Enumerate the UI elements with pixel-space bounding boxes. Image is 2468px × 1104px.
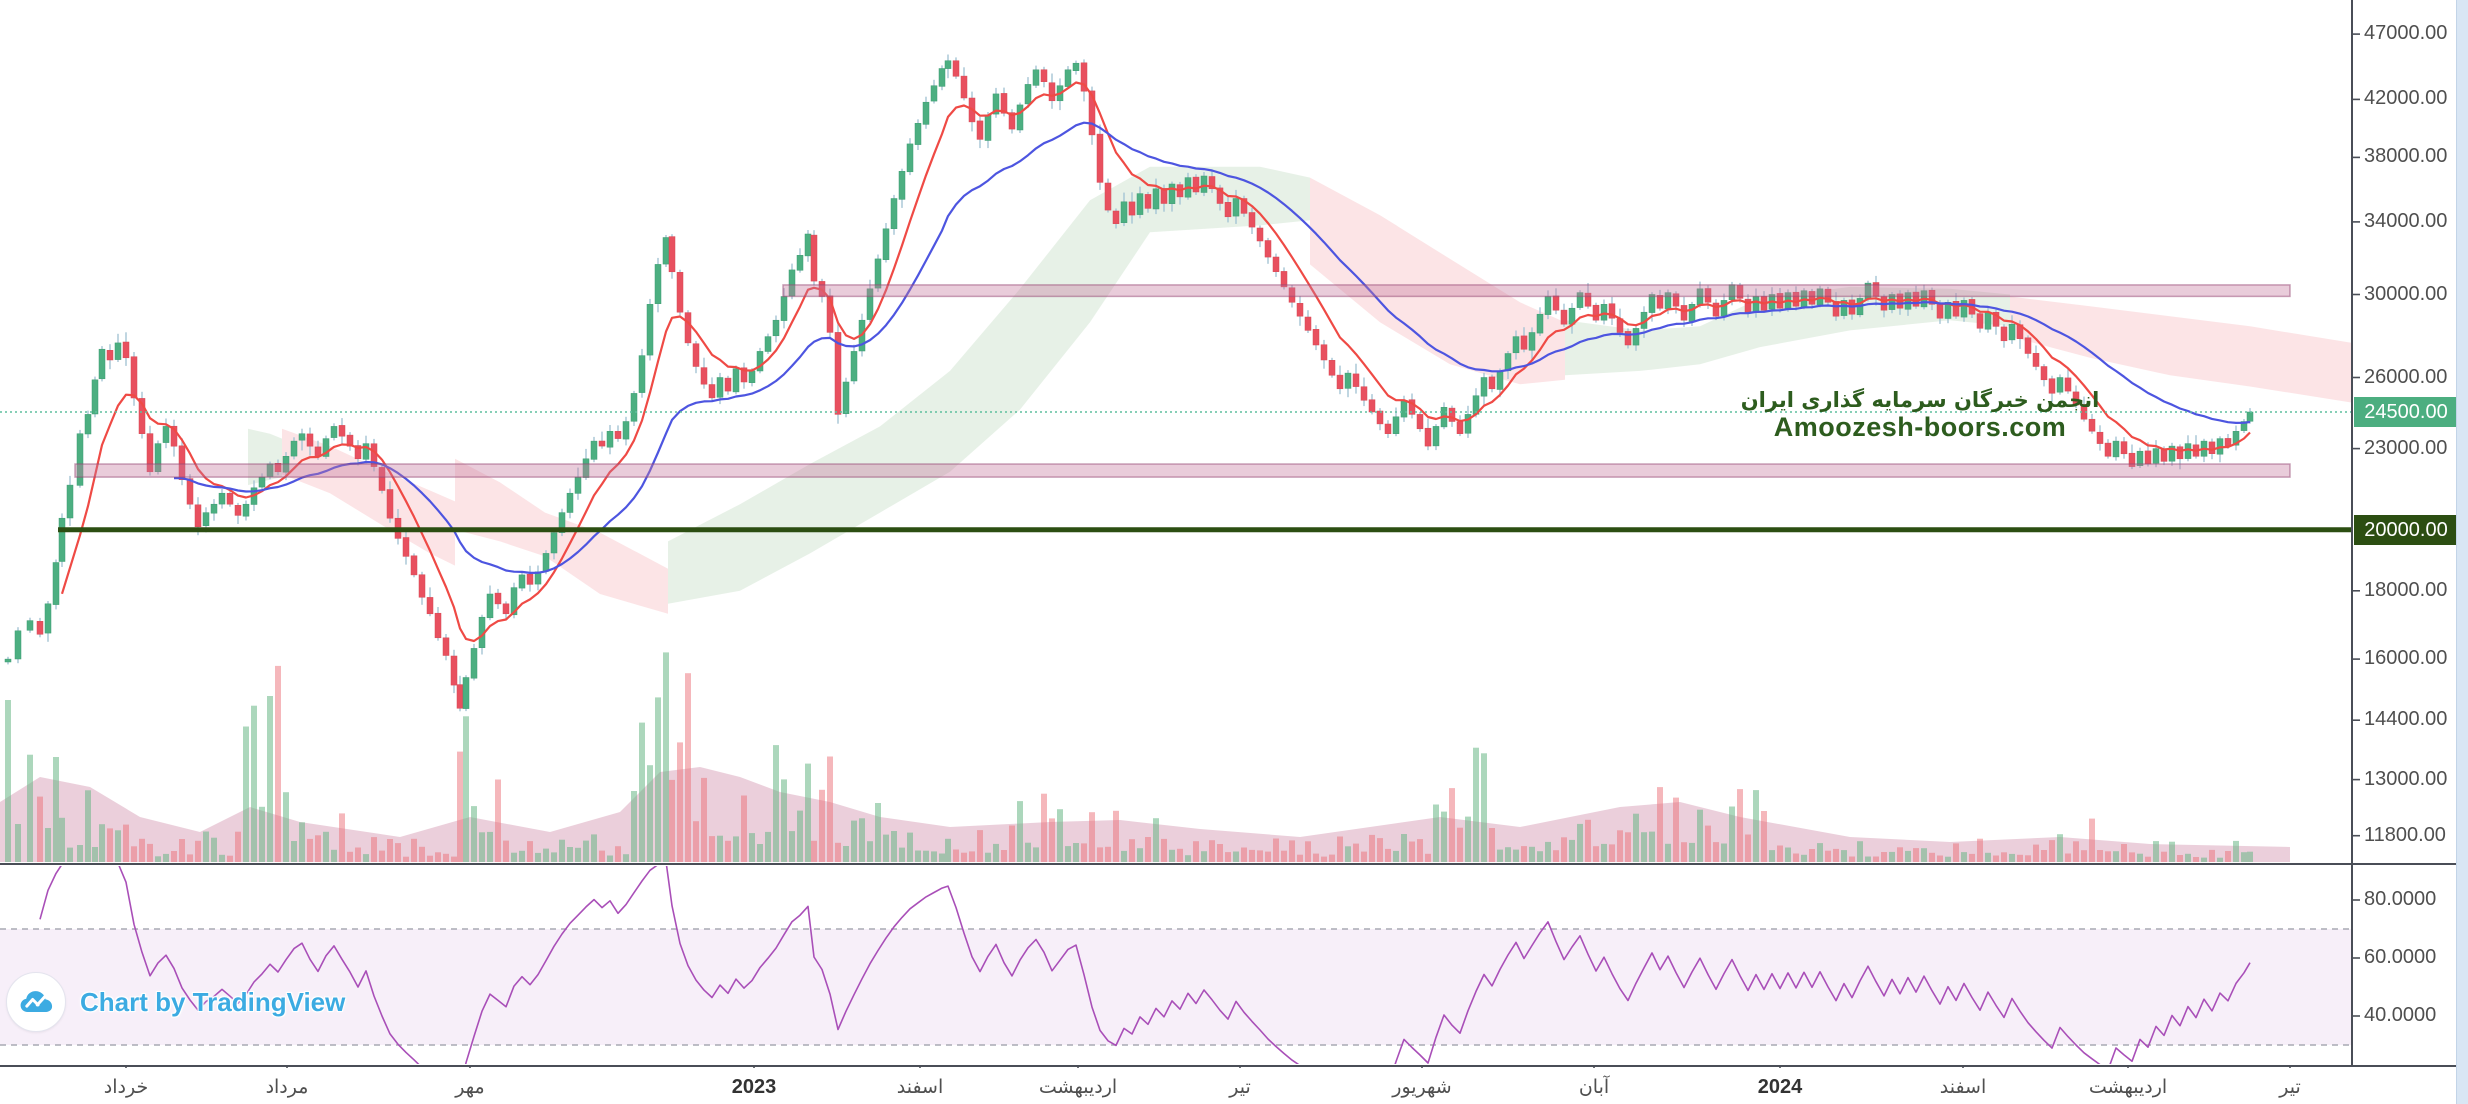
time-tick-label: مهر (455, 1077, 485, 1098)
time-axis[interactable]: خرداد مرداد مهر 2023 اسفند اردیبهشت تیر شهریور آ… (0, 1068, 2356, 1104)
time-tick-label: مرداد (265, 1077, 309, 1098)
time-tick-label: 2023 (731, 1076, 777, 1098)
tradingview-attribution[interactable]: Chart by TradingView (6, 972, 345, 1032)
ema-slow-line (173, 121, 2251, 575)
ema-fast-line (60, 81, 2251, 643)
time-tick-label: شهریور (1392, 1077, 1452, 1098)
price-tick-label: 11800.00 (2364, 823, 2446, 846)
time-tick-label: تیر (2279, 1077, 2301, 1098)
price-tick-label: 30000.00 (2364, 282, 2448, 305)
attribution-label[interactable]: Chart by TradingView (80, 986, 346, 1017)
candle-wicks (7, 54, 2251, 712)
current-price-label: 24500.00 (2354, 397, 2458, 427)
rsi-tick-label: 60.0000 (2364, 946, 2437, 968)
volume-ma-area (0, 767, 2290, 862)
price-tick-label: 14400.00 (2364, 708, 2448, 731)
rsi-line (39, 866, 2251, 1064)
time-tick-label: تیر (1229, 1077, 1251, 1098)
price-tick-label: 13000.00 (2364, 767, 2448, 790)
chart-frame (0, 0, 2456, 1073)
price-zones (74, 284, 2291, 478)
time-tick-label: اردیبهشت (1038, 1077, 1118, 1098)
time-tick-label: خرداد (103, 1077, 149, 1098)
price-tick-label: 42000.00 (2364, 87, 2448, 110)
price-tick-label: 34000.00 (2364, 209, 2448, 232)
candle-bodies (4, 60, 2254, 709)
rsi-band (0, 929, 2352, 1045)
price-tick-label: 16000.00 (2364, 647, 2448, 670)
volume-bars (5, 652, 2253, 862)
time-tick-label: 2024 (1757, 1076, 1803, 1098)
price-tick-label: 26000.00 (2364, 365, 2448, 388)
price-tick-label: 23000.00 (2364, 436, 2448, 459)
support-price-label: 20000.00 (2354, 514, 2458, 545)
price-tick-label: 47000.00 (2364, 22, 2448, 45)
scrollbar-strip[interactable] (2456, 0, 2468, 1104)
time-tick-label: اسفند (896, 1077, 944, 1098)
rsi-tick-label: 40.0000 (2364, 1004, 2437, 1026)
price-tick-label: 18000.00 (2364, 578, 2448, 601)
rsi-tick-label: 80.0000 (2364, 888, 2437, 910)
tradingview-logo-icon[interactable] (6, 972, 66, 1032)
price-tick-label: 38000.00 (2364, 145, 2448, 168)
time-tick-label: اردیبهشت (2088, 1077, 2168, 1098)
price-axis[interactable]: 47000.00 42000.00 38000.00 34000.00 30000.00… (2354, 0, 2458, 1066)
time-tick-label: اسفند (1939, 1077, 1987, 1098)
ichimoku-clouds (248, 166, 2352, 614)
time-tick-label: آبان (1578, 1077, 1610, 1098)
